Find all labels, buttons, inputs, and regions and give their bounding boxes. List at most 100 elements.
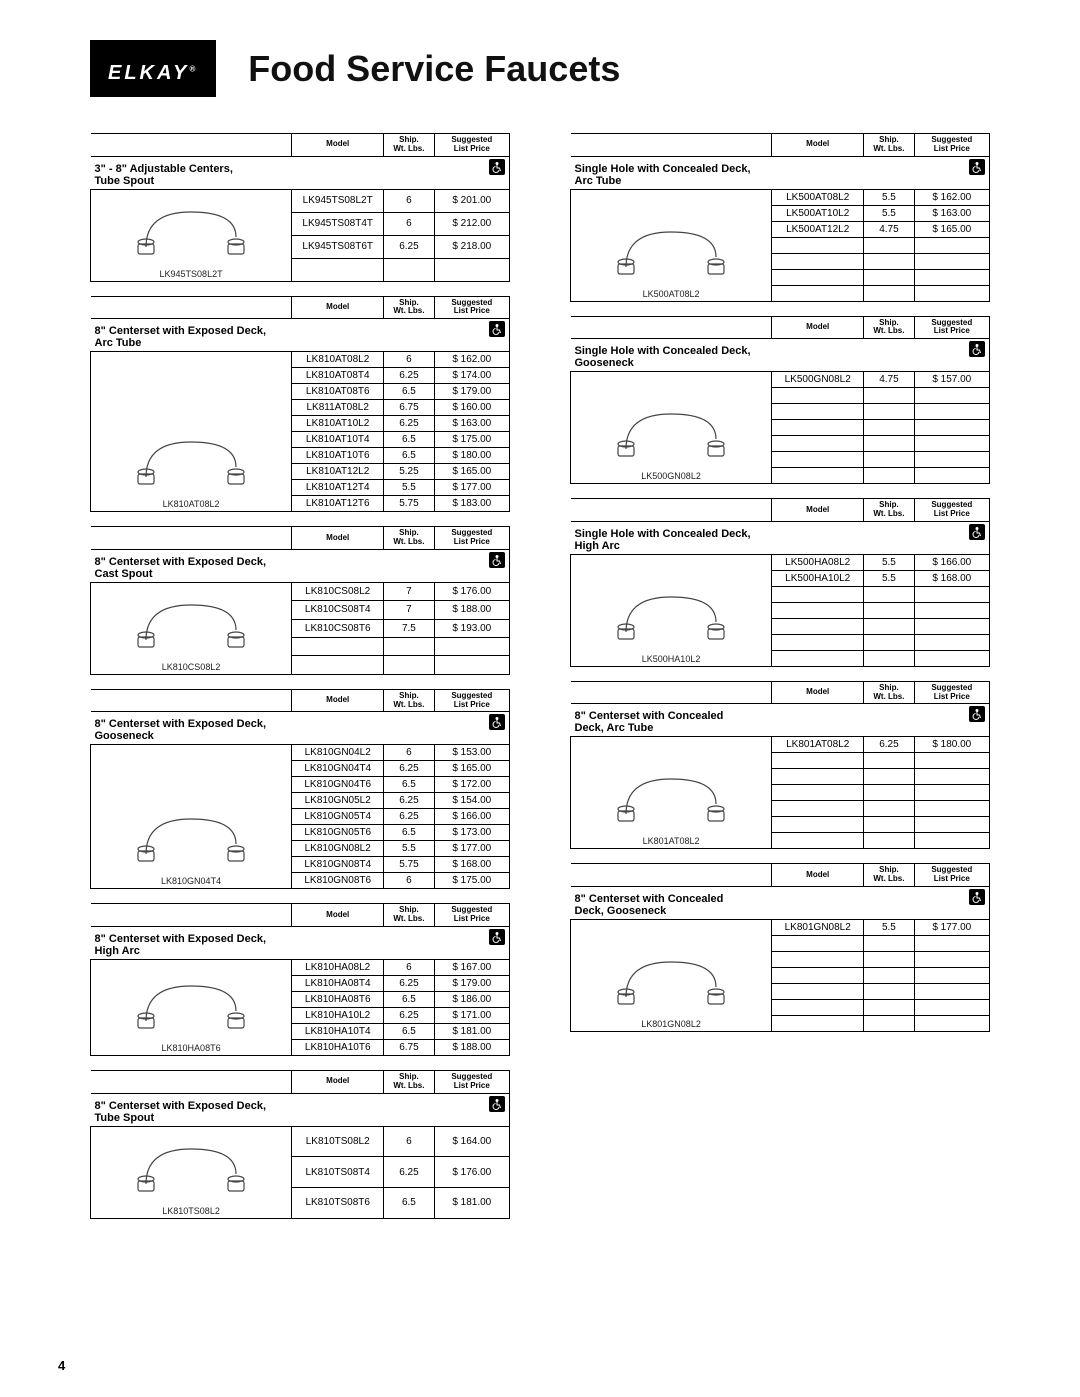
cell-price: $ 163.00 <box>434 416 509 432</box>
product-image <box>596 942 746 1012</box>
cell-price: $ 188.00 <box>434 1039 509 1055</box>
section-title-row: Single Hole with Concealed Deck,Arc Tube <box>571 156 990 189</box>
cell-price: $ 153.00 <box>434 745 509 761</box>
cell-model: LK811AT08L2 <box>292 400 384 416</box>
brand-logo: ELKAY® <box>90 40 216 97</box>
cell-price: $ 175.00 <box>434 873 509 889</box>
cell-model: LK500HA10L2 <box>772 570 864 586</box>
cell-price: $ 193.00 <box>434 619 509 637</box>
cell-price: $ 180.00 <box>914 737 989 753</box>
cell-wt: 6.5 <box>384 777 434 793</box>
product-image-cell: LK500HA10L2 <box>571 554 772 666</box>
section-title-row: 8" Centerset with ConcealedDeck, Arc Tub… <box>571 704 990 737</box>
cell-model: LK810GN05T6 <box>292 825 384 841</box>
cell-wt: 6.5 <box>384 991 434 1007</box>
section-title-row: 8" Centerset with Exposed Deck,Gooseneck <box>91 712 510 745</box>
cell-price: $ 180.00 <box>434 448 509 464</box>
product-image <box>116 1129 266 1199</box>
ada-icon <box>489 159 505 175</box>
cell-wt: 6 <box>384 873 434 889</box>
cell-price: $ 168.00 <box>434 857 509 873</box>
product-image-label: LK801AT08L2 <box>575 836 767 846</box>
section-title: 3" - 8" Adjustable Centers,Tube Spout <box>91 156 510 189</box>
cell-wt: 6.25 <box>384 416 434 432</box>
cell-model: LK810AT10T4 <box>292 432 384 448</box>
cell-model: LK810AT08T4 <box>292 368 384 384</box>
ada-icon <box>969 159 985 175</box>
col-model: Model <box>292 904 384 927</box>
cell-wt: 6 <box>384 745 434 761</box>
cell-model: LK810CS08T6 <box>292 619 384 637</box>
table-row: LK801GN08L2LK801GN08L25.5$ 177.00 <box>571 919 990 935</box>
section-title: 8" Centerset with Exposed Deck,Tube Spou… <box>91 1093 510 1126</box>
cell-wt: 6 <box>384 189 434 212</box>
ada-icon <box>489 1096 505 1112</box>
cell-wt: 5.75 <box>384 857 434 873</box>
product-image-cell: LK810AT08L2 <box>91 352 292 512</box>
cell-model: LK500AT12L2 <box>772 221 864 237</box>
cell-model: LK810CS08L2 <box>292 582 384 600</box>
section-title-row: 3" - 8" Adjustable Centers,Tube Spout <box>91 156 510 189</box>
cell-wt: 5.5 <box>864 189 914 205</box>
col-spacer <box>571 316 772 339</box>
product-image-cell: LK500AT08L2 <box>571 189 772 301</box>
product-table: ModelShip.Wt. Lbs.SuggestedList Price8" … <box>90 526 510 675</box>
cell-model: LK500AT10L2 <box>772 205 864 221</box>
product-image-cell: LK945TS08L2T <box>91 189 292 281</box>
table-header-row: ModelShip.Wt. Lbs.SuggestedList Price <box>91 904 510 927</box>
product-table: ModelShip.Wt. Lbs.SuggestedList Price8" … <box>90 689 510 890</box>
cell-model: LK810GN05L2 <box>292 793 384 809</box>
ada-icon <box>969 524 985 540</box>
cell-model: LK810TS08T6 <box>292 1187 384 1218</box>
col-price: SuggestedList Price <box>914 316 989 339</box>
cell-model: LK810AT08T6 <box>292 384 384 400</box>
table-row: LK801AT08L2LK801AT08L26.25$ 180.00 <box>571 737 990 753</box>
table-row: LK810AT08L2LK810AT08L26$ 162.00 <box>91 352 510 368</box>
table-row: LK810CS08L2LK810CS08L27$ 176.00 <box>91 582 510 600</box>
col-price: SuggestedList Price <box>434 134 509 157</box>
col-ship-wt: Ship.Wt. Lbs. <box>384 689 434 712</box>
product-image-cell: LK810TS08L2 <box>91 1126 292 1218</box>
product-table: ModelShip.Wt. Lbs.SuggestedList PriceSin… <box>570 316 990 485</box>
cell-price: $ 162.00 <box>434 352 509 368</box>
cell-wt: 6 <box>384 352 434 368</box>
cell-wt: 6 <box>384 212 434 235</box>
table-header-row: ModelShip.Wt. Lbs.SuggestedList Price <box>571 864 990 887</box>
section-title: 8" Centerset with Exposed Deck,Cast Spou… <box>91 549 510 582</box>
col-model: Model <box>292 1070 384 1093</box>
col-spacer <box>571 681 772 704</box>
cell-model: LK810GN04T6 <box>292 777 384 793</box>
cell-wt: 6.25 <box>384 368 434 384</box>
product-image <box>116 192 266 262</box>
cell-model: LK810HA08L2 <box>292 959 384 975</box>
cell-model: LK810HA08T6 <box>292 991 384 1007</box>
cell-model: LK810HA10T4 <box>292 1023 384 1039</box>
cell-price: $ 171.00 <box>434 1007 509 1023</box>
table-header-row: ModelShip.Wt. Lbs.SuggestedList Price <box>91 134 510 157</box>
section-title: Single Hole with Concealed Deck,Goosenec… <box>571 339 990 372</box>
cell-model: LK810TS08L2 <box>292 1126 384 1157</box>
col-spacer <box>571 499 772 522</box>
product-table: ModelShip.Wt. Lbs.SuggestedList PriceSin… <box>570 498 990 667</box>
product-image <box>596 759 746 829</box>
section-title-row: 8" Centerset with Exposed Deck,Arc Tube <box>91 319 510 352</box>
cell-price: $ 166.00 <box>914 554 989 570</box>
product-table: ModelShip.Wt. Lbs.SuggestedList Price8" … <box>90 1070 510 1219</box>
col-spacer <box>91 689 292 712</box>
page-header: ELKAY® Food Service Faucets <box>90 40 990 97</box>
cell-price: $ 218.00 <box>434 235 509 258</box>
ada-icon <box>489 321 505 337</box>
cell-model: LK810HA10T6 <box>292 1039 384 1055</box>
cell-model: LK810CS08T4 <box>292 601 384 619</box>
cell-wt: 6.5 <box>384 384 434 400</box>
cell-price: $ 212.00 <box>434 212 509 235</box>
section-title: 8" Centerset with Exposed Deck,Gooseneck <box>91 712 510 745</box>
section-title-row: 8" Centerset with Exposed Deck,Cast Spou… <box>91 549 510 582</box>
cell-price: $ 176.00 <box>434 582 509 600</box>
cell-price: $ 179.00 <box>434 975 509 991</box>
cell-model: LK810AT12T4 <box>292 480 384 496</box>
cell-wt: 6.5 <box>384 1187 434 1218</box>
table-header-row: ModelShip.Wt. Lbs.SuggestedList Price <box>571 681 990 704</box>
section-title-row: 8" Centerset with Exposed Deck,Tube Spou… <box>91 1093 510 1126</box>
cell-model: LK810GN04L2 <box>292 745 384 761</box>
